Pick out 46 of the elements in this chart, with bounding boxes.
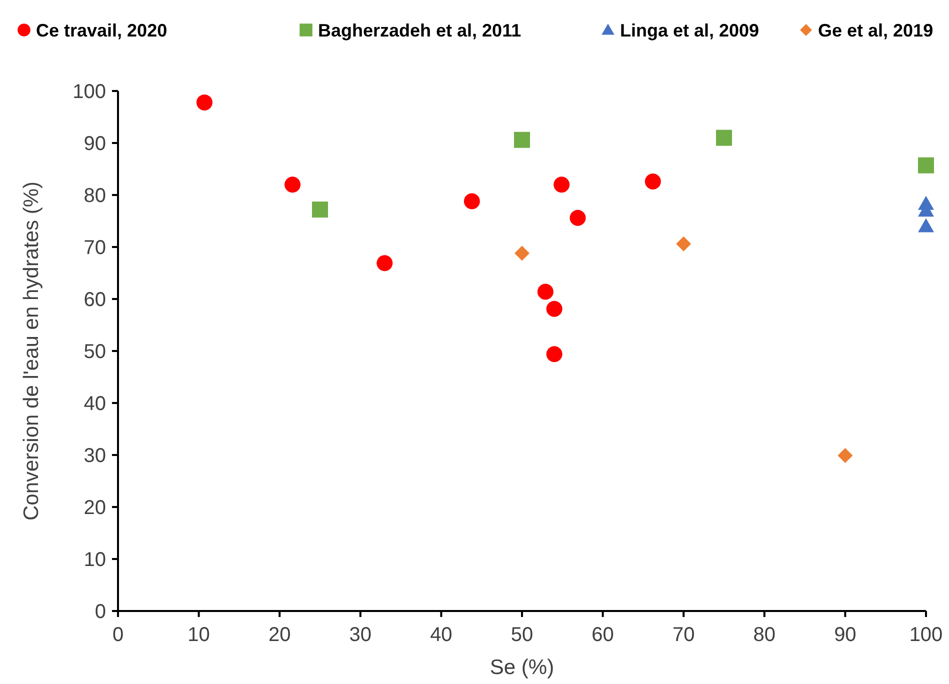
x-tick-label: 10 <box>188 624 210 646</box>
y-tick-label: 40 <box>84 393 106 415</box>
point <box>838 448 853 464</box>
legend-label: Ge et al, 2019 <box>818 20 934 40</box>
legend-label: Ce travail, 2020 <box>36 20 168 40</box>
point <box>716 130 732 146</box>
y-tick-label: 50 <box>84 341 106 363</box>
point <box>284 176 301 193</box>
y-tick-label: 0 <box>94 601 106 623</box>
x-tick-label: 40 <box>430 624 452 646</box>
point <box>546 300 562 317</box>
x-tick-label: 0 <box>112 624 124 646</box>
y-tick-label: 30 <box>84 445 106 467</box>
y-axis-title: Conversion de l'eau en hydrates (%) <box>20 181 43 521</box>
point <box>312 202 328 218</box>
y-tick-label: 100 <box>72 81 106 103</box>
y-tick-label: 60 <box>84 289 106 311</box>
y-tick-label: 20 <box>84 497 106 519</box>
point <box>918 218 934 232</box>
y-tick-label: 80 <box>84 185 106 207</box>
legend-label: Linga et al, 2009 <box>620 20 760 40</box>
point <box>644 173 661 190</box>
x-tick-label: 60 <box>592 624 614 646</box>
point <box>376 255 393 272</box>
y-tick-label: 10 <box>84 549 106 571</box>
y-tick-label: 70 <box>84 237 106 259</box>
x-tick-label: 80 <box>753 624 776 646</box>
point <box>537 284 554 300</box>
x-tick-label: 100 <box>909 624 943 646</box>
x-tick-label: 20 <box>268 624 291 646</box>
legend-label: Bagherzadeh et al, 2011 <box>318 20 522 40</box>
point <box>514 246 530 261</box>
x-tick-label: 70 <box>672 624 695 646</box>
x-axis-title: Se (%) <box>490 656 554 679</box>
point <box>676 236 692 252</box>
point <box>554 176 570 193</box>
point <box>546 346 562 362</box>
x-tick-label: 50 <box>510 624 534 646</box>
point <box>918 157 934 174</box>
x-tick-label: 90 <box>834 624 856 646</box>
x-tick-label: 30 <box>349 624 372 646</box>
point <box>464 193 480 210</box>
point <box>196 94 212 110</box>
point <box>514 132 530 148</box>
point <box>570 210 586 226</box>
y-tick-label: 90 <box>84 133 106 155</box>
